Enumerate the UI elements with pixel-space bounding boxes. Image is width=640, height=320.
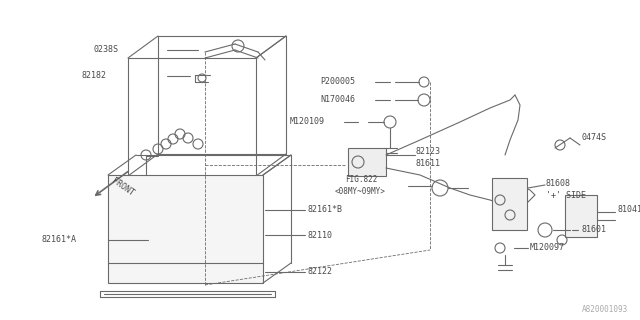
Text: '+' SIDE: '+' SIDE: [546, 190, 586, 199]
Text: FRONT: FRONT: [109, 176, 135, 198]
Text: FIG.822: FIG.822: [345, 175, 378, 185]
Bar: [348, 148, 386, 176]
Text: <08MY~09MY>: <08MY~09MY>: [335, 188, 386, 196]
Text: 82122: 82122: [307, 268, 332, 276]
Text: 0238S: 0238S: [93, 45, 118, 54]
Text: 82182: 82182: [81, 71, 106, 81]
Text: 82161*A: 82161*A: [42, 236, 77, 244]
Text: 81041: 81041: [617, 205, 640, 214]
Bar: [492, 178, 527, 230]
Bar: [565, 195, 597, 237]
Text: 81601: 81601: [582, 226, 607, 235]
Text: 81608: 81608: [546, 179, 571, 188]
Text: 82110: 82110: [307, 230, 332, 239]
Text: N170046: N170046: [320, 95, 355, 105]
Text: 81611: 81611: [416, 159, 441, 169]
Text: A820001093: A820001093: [582, 305, 628, 314]
Bar: [108, 175, 263, 283]
Text: 0474S: 0474S: [582, 133, 607, 142]
Text: 82123: 82123: [416, 148, 441, 156]
Text: M120097: M120097: [530, 244, 565, 252]
Text: P200005: P200005: [320, 77, 355, 86]
Text: M120109: M120109: [290, 117, 325, 126]
Text: 82161*B: 82161*B: [307, 205, 342, 214]
